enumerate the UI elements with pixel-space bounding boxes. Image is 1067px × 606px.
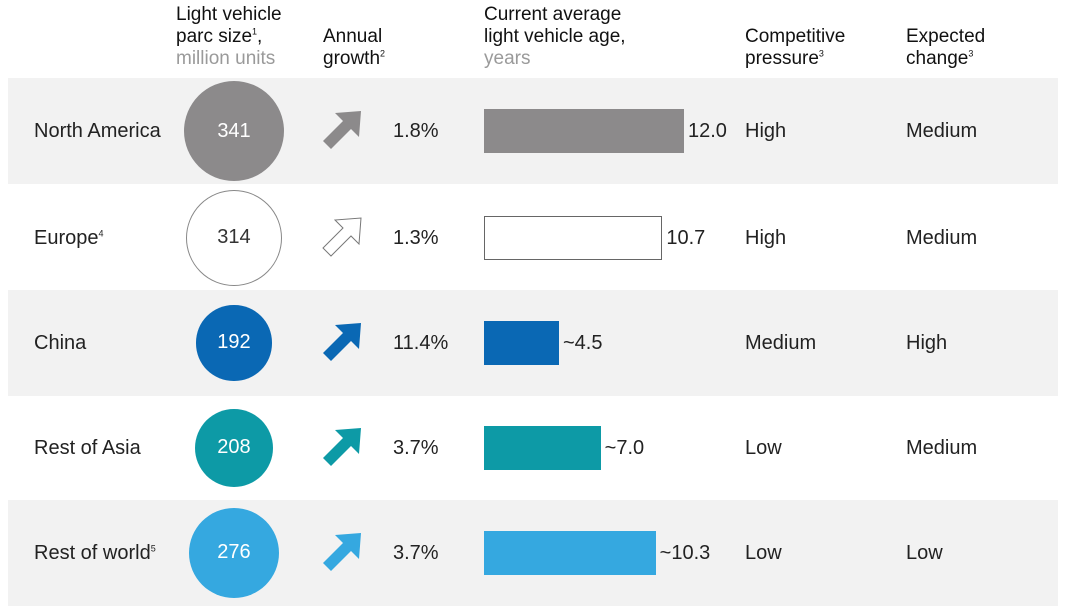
parc-size-bubble: 276 [189,508,279,598]
header-parc-line1: Light vehicle [176,4,282,25]
vehicle-age-label: ~4.5 [563,332,603,354]
vehicle-age-bar [484,216,663,260]
competitive-pressure-value: Low [745,542,782,564]
header-parc-sup: 1 [252,26,258,37]
expected-change-value: Medium [906,120,978,142]
arrow-up-right-icon [323,428,361,466]
vehicle-age-label: ~10.3 [659,542,711,564]
header-parc-line2-wrap: parc size1, [176,26,282,48]
header-age-line1: Current average [484,4,622,25]
header-age: Current average light vehicle age, years [484,4,626,70]
region-name: North America [34,120,161,142]
annual-growth-value: 1.3% [393,227,439,249]
header-pressure: Competitive pressure3 [745,26,845,70]
header-change-line2-wrap: change3 [906,48,985,70]
header-age-sub: years [484,48,531,69]
parc-size-bubble: 314 [186,190,282,286]
competitive-pressure-value: Medium [745,332,817,354]
header-pressure-line2: pressure [745,48,819,69]
header-change: Expected change3 [906,26,985,70]
header-parc-sub: million units [176,48,276,69]
header-growth-line2: growth [323,48,381,69]
header-pressure-sup: 3 [818,48,824,59]
annual-growth-value: 3.7% [393,437,439,459]
annual-growth-value: 1.8% [393,120,439,142]
header-growth-sup: 2 [380,48,386,59]
header-growth: Annual growth2 [323,26,385,70]
region-name: Rest of Asia [34,437,141,459]
arrow-up-right-icon [323,111,361,149]
arrow-up-right-icon [323,323,361,361]
header-growth-line2-wrap: growth2 [323,48,385,70]
competitive-pressure-value: High [745,227,787,249]
expected-change-value: Medium [906,227,978,249]
region-label: Rest of Asia [34,436,141,460]
header-parc-size: Light vehicle parc size1, million units [176,4,282,70]
arrow-up-right-icon [323,533,361,571]
header-parc-line2: parc size [176,26,253,47]
vehicle-age-label: ~7.0 [604,437,645,459]
vehicle-age-bar [484,426,601,470]
region-name: Europe [34,227,99,249]
header-change-line1: Expected [906,26,986,47]
region-label: North America [34,119,161,143]
header-pressure-line1: Competitive [745,26,846,47]
vehicle-age-bar [484,531,656,575]
parc-size-bubble: 192 [196,305,272,381]
parc-size-bubble: 208 [194,408,274,488]
vehicle-age-label: 10.7 [666,227,706,249]
region-footnote: 4 [98,228,104,239]
expected-change-value: Low [906,542,943,564]
vehicle-age-bar [484,109,684,153]
expected-change-value: High [906,332,948,354]
region-name: China [34,332,87,354]
header-parc-comma: , [257,26,263,47]
vehicle-age-bar [484,321,559,365]
annual-growth-value: 3.7% [393,542,439,564]
arrow-up-right-icon [322,217,362,257]
header-age-line2: light vehicle age, [484,26,626,47]
expected-change-value: Medium [906,437,978,459]
parc-size-bubble: 341 [184,81,284,181]
header-change-sup: 3 [968,48,974,59]
vehicle-age-label: 12.0 [688,120,727,142]
competitive-pressure-value: High [745,120,787,142]
region-label: Europe4 [34,226,104,250]
region-footnote: 5 [150,543,156,554]
region-label: China [34,331,86,355]
header-growth-line1: Annual [323,26,383,47]
annual-growth-value: 11.4% [393,332,449,354]
region-name: Rest of world [34,542,151,564]
header-pressure-line2-wrap: pressure3 [745,48,845,70]
competitive-pressure-value: Low [745,437,782,459]
region-label: Rest of world5 [34,541,156,565]
header-change-line2: change [906,48,969,69]
